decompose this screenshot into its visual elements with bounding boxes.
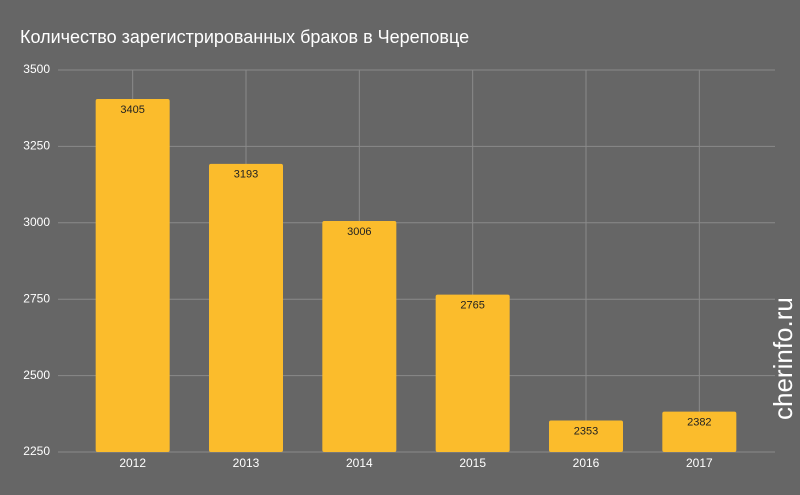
- y-tick-label: 3250: [23, 139, 50, 153]
- data-label: 3006: [347, 226, 371, 238]
- bar: [549, 420, 623, 452]
- bar: [435, 294, 510, 452]
- chart-title: Количество зарегистрированных браков в Ч…: [20, 27, 469, 47]
- x-tick-label: 2012: [119, 456, 146, 470]
- watermark: cherinfo.ru: [768, 297, 798, 420]
- x-tick-label: 2016: [573, 456, 600, 470]
- data-label: 2382: [687, 417, 711, 429]
- data-label: 3193: [234, 169, 258, 181]
- data-label: 2353: [574, 425, 598, 437]
- y-tick-label: 2750: [23, 291, 50, 305]
- x-tick-label: 2014: [346, 456, 373, 470]
- y-tick-label: 2250: [23, 444, 50, 458]
- bar: [209, 163, 283, 452]
- y-tick-label: 2500: [23, 368, 50, 382]
- x-tick-label: 2015: [459, 456, 486, 470]
- x-tick-label: 2013: [233, 456, 260, 470]
- data-label: 2765: [460, 300, 484, 312]
- y-tick-label: 3000: [23, 215, 50, 229]
- data-label: 3405: [120, 104, 144, 116]
- bar: [322, 220, 397, 452]
- x-tick-label: 2017: [686, 456, 713, 470]
- bar: [95, 99, 170, 453]
- y-tick-label: 3500: [23, 62, 50, 76]
- bar: [662, 411, 737, 452]
